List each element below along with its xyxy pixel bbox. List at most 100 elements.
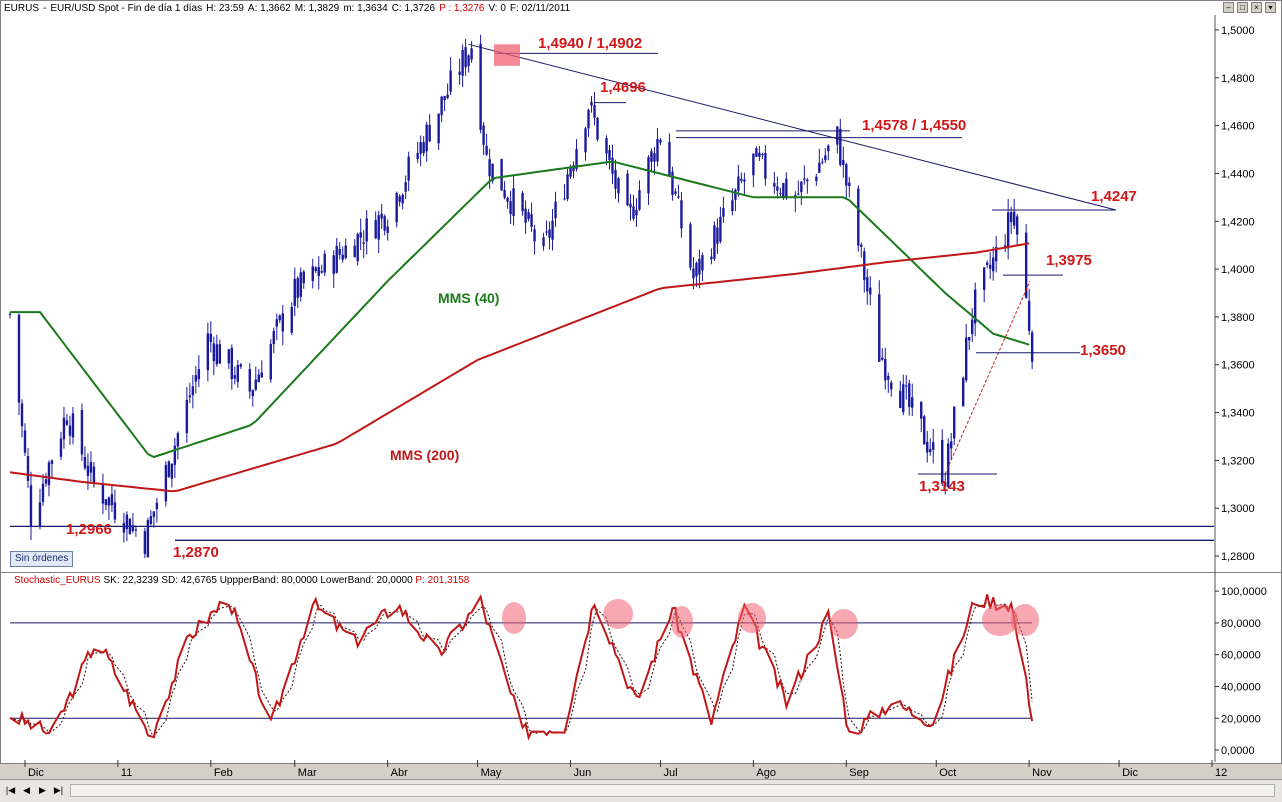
candle-body: [542, 237, 545, 247]
orders-badge[interactable]: Sin órdenes: [10, 551, 74, 567]
candle-body: [212, 343, 216, 361]
scroll-track[interactable]: [70, 784, 1275, 797]
stochastic-p: P: 201,3158: [415, 575, 470, 586]
candle-body: [635, 209, 638, 216]
x-tick-label: May: [481, 767, 502, 779]
candle-body: [988, 264, 992, 269]
candle-body: [50, 460, 54, 464]
candle-body: [890, 382, 893, 390]
candle-body: [512, 188, 515, 216]
x-tick-label: Jun: [574, 767, 592, 779]
candle-body: [773, 183, 776, 187]
candle-body: [296, 278, 299, 298]
candle-body: [167, 461, 171, 477]
open-value: A: 1,3662: [247, 3, 291, 14]
minimize-icon[interactable]: –: [1223, 2, 1234, 13]
candle-body: [257, 374, 260, 383]
candle-body: [272, 330, 275, 345]
x-tick-label: Dic: [1122, 767, 1138, 779]
candle-body: [806, 179, 809, 182]
candle-body: [659, 139, 662, 143]
price-tick-label: 1,2800: [1221, 551, 1255, 563]
candle-body: [572, 165, 575, 172]
stoch-tick-label: 20,0000: [1221, 713, 1261, 725]
close-icon[interactable]: ×: [1251, 2, 1262, 13]
candle-body: [674, 191, 677, 194]
price-chart: 1,5000 1,4800 1,4600 1,4400 1,4200 1,4000 1,38…: [8, 15, 1255, 572]
x-tick-label: Dic: [28, 767, 44, 779]
price-tick-label: 1,5000: [1221, 25, 1255, 37]
candle-body: [554, 201, 557, 219]
next-icon[interactable]: ▶: [39, 785, 46, 795]
x-tick-label: Sep: [849, 767, 869, 779]
price-annotation: 1,2870: [173, 544, 219, 561]
last-icon[interactable]: ▶|: [53, 785, 64, 795]
candle-body: [467, 55, 470, 67]
candle-body: [869, 287, 872, 295]
candle-body: [1015, 216, 1019, 235]
candle-body: [713, 225, 716, 259]
menu-icon[interactable]: ▾: [1265, 2, 1276, 13]
x-tick-label: Ago: [756, 767, 776, 779]
candle-body: [878, 294, 881, 362]
candle-body: [953, 406, 956, 439]
candle-body: [911, 397, 914, 408]
candle-body: [590, 101, 593, 106]
candle-body: [530, 214, 533, 227]
candle-body: [344, 245, 347, 259]
candle-body: [596, 117, 599, 140]
candle-body: [668, 141, 671, 176]
candle-body: [1009, 212, 1013, 223]
candle-body: [47, 462, 51, 486]
candle-body: [206, 333, 210, 371]
candle-body: [89, 462, 93, 473]
candles: [8, 34, 1034, 559]
candle-body: [464, 47, 467, 68]
candle-body: [218, 344, 222, 364]
candle-body: [884, 358, 887, 381]
candle-body: [566, 174, 569, 200]
x-tick-label: 11: [121, 767, 132, 779]
candle-body: [428, 125, 431, 142]
maximize-icon[interactable]: □: [1237, 2, 1248, 13]
date-value: F: 02/11/2011: [509, 3, 571, 14]
candle-body: [632, 206, 635, 219]
candle-body: [614, 170, 617, 189]
price-annotation: 1,4247: [1091, 188, 1137, 205]
candle-body: [521, 192, 524, 212]
candle-body: [107, 497, 111, 506]
stochastic-upper: UppperBand: 80,0000: [219, 575, 318, 586]
candle-body: [605, 138, 608, 154]
candle-body: [239, 364, 243, 367]
candle-body: [1024, 232, 1028, 298]
candle-body: [527, 212, 530, 219]
candle-body: [302, 271, 305, 284]
candle-body: [593, 105, 596, 118]
candle-body: [991, 257, 995, 272]
candle-body: [152, 511, 156, 517]
candle-body: [836, 126, 839, 145]
candle-body: [1006, 212, 1010, 249]
candle-body: [764, 152, 767, 179]
pointer-value: P : 1,3276: [439, 3, 485, 14]
candle-body: [17, 314, 21, 403]
candle-body: [83, 456, 87, 469]
candle-body: [170, 463, 174, 479]
candle-body: [824, 155, 827, 161]
candle-body: [113, 502, 117, 520]
candle-body: [335, 245, 338, 273]
candle-body: [947, 443, 950, 487]
price-annotation: 1,3975: [1046, 252, 1092, 269]
candle-body: [29, 485, 33, 527]
candle-body: [653, 153, 656, 162]
candle-body: [449, 70, 452, 92]
price-tick-label: 1,4000: [1221, 264, 1255, 276]
candle-body: [197, 369, 201, 380]
candle-body: [482, 125, 485, 145]
candle-body: [248, 368, 252, 392]
candle-body: [608, 150, 611, 161]
candle-body: [278, 315, 281, 321]
first-icon[interactable]: |◀: [5, 785, 16, 795]
candle-body: [407, 156, 410, 181]
prev-icon[interactable]: ◀: [23, 785, 30, 795]
